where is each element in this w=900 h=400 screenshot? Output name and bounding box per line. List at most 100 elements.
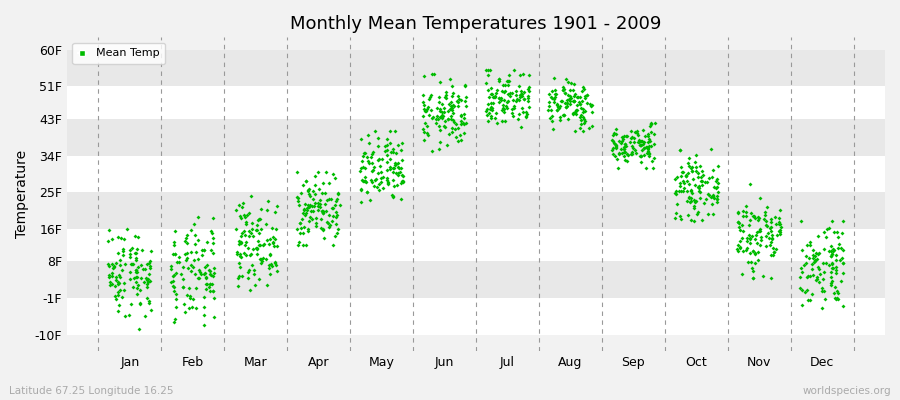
Point	[172, 258, 186, 265]
Point	[311, 206, 326, 213]
Point	[456, 129, 471, 136]
Point	[634, 152, 648, 159]
Point	[764, 236, 778, 242]
Point	[494, 107, 508, 114]
Point	[232, 238, 247, 245]
Point	[433, 79, 447, 85]
Point	[684, 186, 698, 193]
Point	[757, 212, 771, 218]
Point	[380, 136, 394, 142]
Point	[545, 125, 560, 132]
Point	[508, 88, 523, 94]
Point	[615, 150, 629, 156]
Point	[562, 95, 576, 102]
Point	[391, 163, 405, 170]
Point	[429, 105, 444, 112]
Point	[246, 246, 260, 252]
Point	[688, 168, 703, 175]
Point	[451, 92, 465, 99]
Point	[684, 195, 698, 201]
Point	[386, 193, 400, 200]
Point	[231, 275, 246, 281]
Point	[828, 257, 842, 263]
Point	[824, 269, 838, 275]
Point	[743, 210, 758, 216]
Point	[242, 252, 256, 258]
Point	[380, 175, 394, 182]
Point	[688, 159, 702, 165]
Point	[267, 259, 282, 266]
Point	[484, 91, 499, 98]
Point	[103, 282, 117, 288]
Point	[831, 234, 845, 240]
Point	[356, 152, 370, 159]
Point	[759, 217, 773, 224]
Point	[616, 152, 631, 159]
Point	[443, 76, 457, 82]
Point	[691, 174, 706, 180]
Point	[433, 106, 447, 113]
Point	[129, 267, 143, 273]
Point	[180, 240, 194, 246]
Point	[518, 96, 532, 102]
Point	[444, 99, 458, 106]
Point	[191, 275, 205, 282]
Point	[356, 158, 370, 164]
Point	[267, 208, 282, 215]
Point	[353, 168, 367, 174]
Point	[439, 92, 454, 98]
Point	[113, 262, 128, 268]
Point	[815, 276, 830, 282]
Point	[499, 103, 513, 110]
Point	[196, 247, 211, 253]
Point	[316, 226, 330, 232]
Point	[259, 206, 274, 213]
Point	[445, 106, 459, 113]
Point	[395, 156, 410, 163]
Point	[625, 151, 639, 157]
Point	[424, 114, 438, 121]
Point	[573, 112, 588, 118]
Point	[205, 280, 220, 287]
Point	[358, 150, 373, 156]
Point	[382, 166, 397, 172]
Point	[198, 286, 212, 292]
Point	[442, 101, 456, 107]
Point	[197, 304, 211, 310]
Point	[313, 201, 328, 207]
Point	[302, 204, 316, 210]
Point	[391, 142, 405, 148]
Point	[304, 208, 319, 214]
Point	[746, 268, 760, 274]
Point	[831, 296, 845, 302]
Point	[707, 184, 722, 190]
Point	[326, 171, 340, 177]
Point	[484, 84, 499, 91]
Point	[301, 226, 315, 233]
Point	[764, 228, 778, 234]
Point	[167, 288, 182, 294]
Point	[827, 294, 842, 301]
Point	[585, 109, 599, 116]
Point	[381, 176, 395, 183]
Point	[112, 286, 127, 293]
Point	[262, 262, 276, 268]
Point	[570, 107, 584, 113]
Point	[674, 188, 688, 194]
Point	[442, 130, 456, 137]
Point	[111, 233, 125, 240]
Point	[238, 212, 252, 218]
Point	[803, 242, 817, 248]
Point	[206, 235, 220, 241]
Point	[642, 153, 656, 160]
Point	[672, 188, 687, 194]
Point	[695, 178, 709, 184]
Point	[301, 207, 315, 213]
Point	[508, 92, 523, 98]
Point	[679, 173, 693, 180]
Point	[711, 163, 725, 170]
Point	[457, 111, 472, 117]
Point	[795, 268, 809, 275]
Point	[166, 283, 181, 289]
Point	[574, 88, 589, 94]
